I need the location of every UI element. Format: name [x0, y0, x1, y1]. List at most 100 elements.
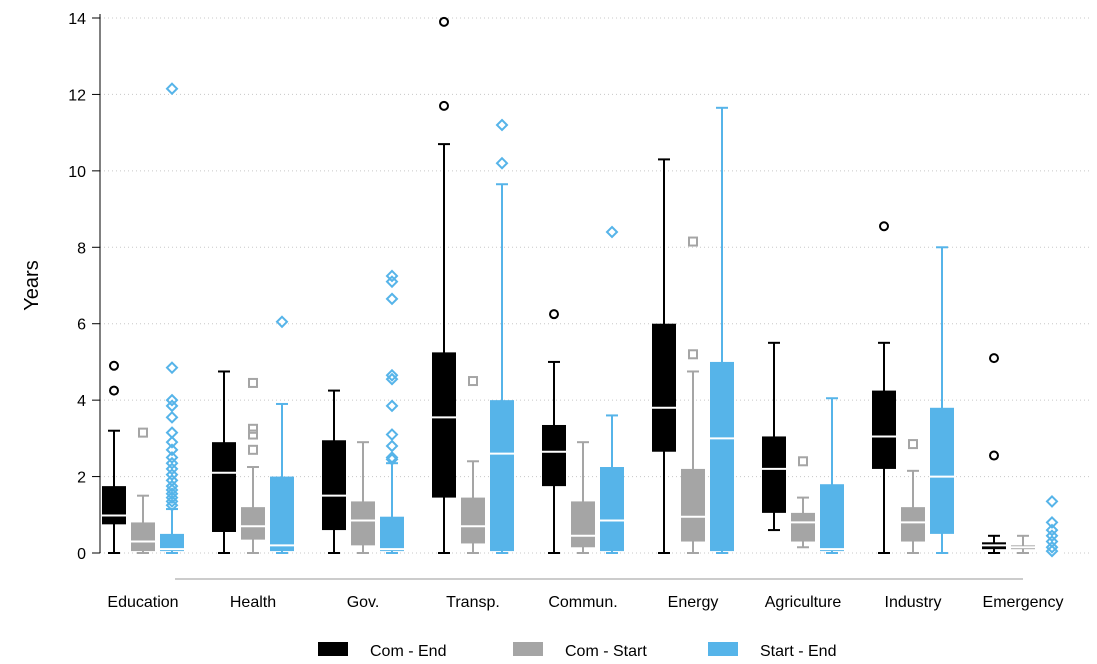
y-tick-label: 4	[77, 393, 86, 410]
legend-label: Start - End	[760, 643, 836, 660]
y-axis-title: Years	[21, 260, 43, 310]
outlier-point	[248, 423, 258, 434]
box	[270, 476, 294, 552]
box	[160, 533, 184, 552]
outlier-point	[165, 468, 179, 482]
legend-swatch	[708, 642, 738, 656]
outlier-point	[439, 100, 449, 111]
box	[461, 497, 485, 544]
outlier-point	[165, 82, 179, 96]
box	[872, 390, 896, 469]
outlier-point	[248, 444, 258, 455]
outlier-point	[248, 377, 258, 388]
outlier-point	[495, 156, 509, 170]
outlier-point	[275, 315, 289, 329]
outlier-point	[989, 450, 999, 461]
x-tick-label: Energy	[668, 594, 719, 611]
outlier-point	[439, 16, 449, 27]
outlier-point	[688, 236, 698, 247]
outlier-point	[165, 435, 179, 449]
box	[490, 400, 514, 552]
legend-swatch	[318, 642, 348, 656]
outlier-point	[1045, 540, 1059, 554]
box	[131, 522, 155, 552]
x-tick-label: Emergency	[983, 594, 1064, 611]
x-tick-label: Commun.	[548, 594, 617, 611]
y-tick-label: 12	[68, 87, 86, 104]
x-tick-label: Health	[230, 594, 276, 611]
outlier-point	[165, 462, 179, 476]
outlier-point	[495, 118, 509, 132]
y-tick-label: 14	[68, 11, 86, 28]
outlier-point	[468, 376, 478, 387]
x-tick-label: Agriculture	[765, 594, 842, 611]
y-tick-label: 0	[77, 546, 86, 563]
box	[571, 501, 595, 548]
x-tick-label: Transp.	[446, 594, 500, 611]
box	[322, 440, 346, 531]
box	[432, 352, 456, 498]
legend-label: Com - End	[370, 643, 446, 660]
outlier-point	[165, 443, 179, 457]
outlier-point	[549, 309, 559, 320]
box	[351, 501, 375, 546]
box	[791, 512, 815, 542]
outlier-point	[138, 427, 148, 438]
box	[820, 484, 844, 552]
x-tick-label: Gov.	[347, 594, 380, 611]
x-tick-label: Industry	[885, 594, 942, 611]
x-tick-label: Education	[107, 594, 178, 611]
outlier-point	[165, 426, 179, 440]
y-tick-label: 2	[77, 470, 86, 487]
outlier-point	[385, 269, 399, 283]
outlier-point	[385, 399, 399, 413]
box	[710, 361, 734, 552]
outlier-point	[165, 473, 179, 487]
outlier-point	[1045, 535, 1059, 548]
outlier-point	[879, 221, 889, 232]
y-tick-label: 8	[77, 240, 86, 257]
x-axis: Education Health Gov. Transp. Commun. Energy A…	[107, 578, 1064, 611]
plot-area	[102, 16, 1064, 558]
outlier-point	[165, 410, 179, 424]
outlier-point	[605, 225, 619, 239]
y-axis: 0 2 4 6 8 10 12 14	[68, 11, 101, 563]
outlier-point	[165, 479, 179, 493]
outlier-point	[248, 429, 258, 440]
box	[762, 436, 786, 513]
box	[212, 442, 236, 532]
outlier-point	[1045, 529, 1059, 543]
box	[600, 467, 624, 552]
outlier-point	[385, 428, 399, 441]
gridlines	[100, 17, 1090, 554]
box	[102, 486, 126, 525]
outlier-point	[989, 353, 999, 364]
outlier-point	[165, 361, 179, 375]
outlier-point	[109, 385, 119, 396]
box	[542, 424, 566, 487]
legend-swatch	[513, 642, 543, 656]
box	[380, 516, 404, 552]
box	[681, 468, 705, 542]
outlier-point	[165, 393, 179, 407]
legend-label: Com - Start	[565, 643, 647, 660]
outlier-point	[688, 349, 698, 360]
legend: Com - End Com - Start Start - End	[318, 642, 836, 660]
outlier-point	[385, 452, 399, 466]
box	[241, 507, 265, 540]
outlier-point	[908, 439, 918, 450]
outlier-point	[385, 292, 399, 306]
outlier-point	[385, 368, 399, 382]
y-tick-label: 10	[68, 164, 86, 181]
outlier-point	[798, 456, 808, 467]
outlier-point	[385, 439, 399, 453]
outlier-point	[1045, 494, 1059, 508]
outlier-point	[109, 360, 119, 371]
outlier-point	[165, 451, 179, 464]
y-tick-label: 6	[77, 317, 86, 334]
outlier-point	[1045, 516, 1059, 529]
box	[901, 507, 925, 542]
outlier-point	[165, 399, 179, 413]
outlier-point	[1045, 523, 1059, 537]
